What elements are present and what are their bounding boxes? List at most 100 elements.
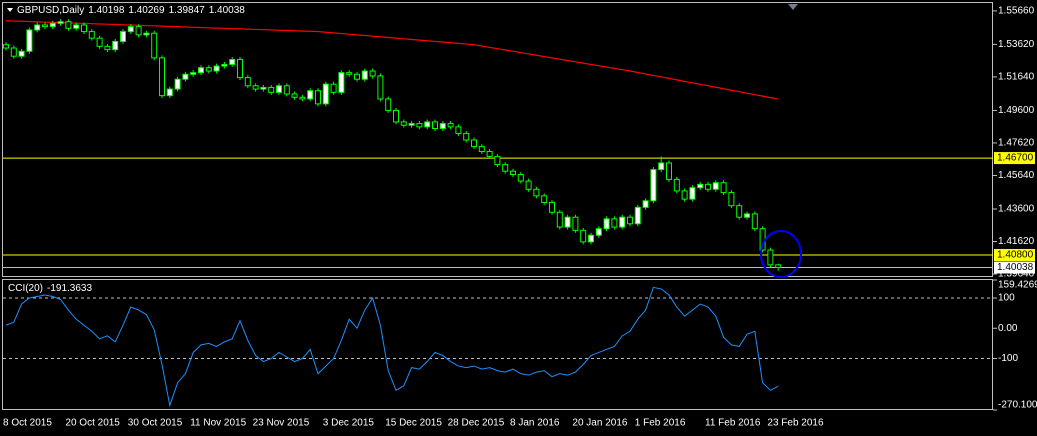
candle-body — [408, 123, 415, 126]
candle-body — [190, 72, 197, 75]
candle-body — [338, 72, 345, 93]
candle-body — [369, 70, 376, 77]
x-tick-label: 20 Jan 2016 — [572, 418, 627, 429]
candle-body — [744, 213, 750, 218]
candle-body — [81, 24, 87, 33]
x-tick-label: 3 Dec 2015 — [323, 418, 375, 429]
candle-body — [588, 234, 594, 243]
candle-body — [159, 57, 165, 97]
candle-body — [705, 183, 711, 190]
candle-body — [237, 59, 243, 79]
y-tick-label: 1.55660 — [998, 6, 1035, 17]
candle-body — [611, 218, 618, 228]
candle-body — [471, 139, 477, 148]
y-tick-label: 1.51640 — [998, 72, 1035, 83]
candle-body — [603, 218, 610, 230]
candle-body — [244, 77, 251, 87]
candle-body — [634, 206, 641, 225]
candle-body — [556, 211, 563, 228]
highlight-circle — [760, 230, 802, 278]
candle-body — [494, 155, 501, 166]
candle-body — [564, 216, 571, 228]
candle-body — [73, 24, 80, 29]
candle-body — [315, 90, 321, 105]
candle-body — [712, 182, 719, 190]
open-value: 1.40198 — [88, 5, 125, 16]
current-price-tag — [994, 261, 1035, 274]
candle-body — [354, 73, 360, 80]
level-tag — [994, 152, 1035, 165]
cci-title: CCI(20) — [8, 283, 43, 294]
candle-body — [393, 109, 399, 123]
candle-body — [463, 132, 470, 141]
candle-body — [205, 67, 212, 72]
candle-body — [182, 73, 189, 80]
candle-body — [642, 200, 649, 208]
candle-body — [541, 195, 548, 203]
y-tick-label: 0.00 — [998, 323, 1018, 334]
candle-body — [502, 164, 509, 172]
candle-body — [385, 98, 392, 111]
high-value: 1.40269 — [128, 5, 165, 16]
price-panel — [2, 2, 993, 277]
candle-body — [26, 29, 33, 52]
candle-body — [198, 67, 204, 74]
y-tick-label: 1.39640 — [998, 269, 1035, 280]
shift-marker[interactable] — [788, 4, 798, 10]
candle-body — [166, 88, 173, 97]
candle-body — [619, 216, 626, 228]
candle-body — [229, 59, 236, 65]
candle-body — [34, 24, 41, 31]
candle-body — [96, 37, 103, 47]
candle-body — [689, 187, 696, 200]
candle-body — [330, 83, 337, 93]
candle-body — [268, 86, 275, 93]
x-tick-label: 28 Dec 2015 — [448, 418, 505, 429]
candle-body — [416, 123, 423, 128]
candle-body — [213, 65, 220, 72]
x-tick-label: 11 Nov 2015 — [190, 418, 246, 429]
y-tick-label: 1.43600 — [998, 204, 1035, 215]
x-tick-label: 23 Feb 2016 — [767, 418, 824, 429]
candle-body — [525, 180, 532, 190]
y-tick-label: 159.4269 — [998, 280, 1037, 291]
candle-body — [291, 93, 298, 98]
candle-body — [112, 40, 119, 51]
candle-body — [283, 85, 290, 95]
candle-body — [549, 201, 555, 213]
candle-body — [517, 173, 524, 182]
candle-body — [673, 178, 680, 192]
candle-body — [377, 75, 384, 100]
candle-body — [767, 249, 774, 266]
menu-arrow[interactable] — [7, 8, 13, 12]
candle-body — [299, 96, 306, 100]
candle-body — [595, 228, 602, 236]
candle-body — [3, 44, 9, 49]
cci-value: -191.3633 — [47, 283, 92, 294]
cci-header: CCI(20) -191.3633 — [8, 283, 92, 294]
candle-body — [49, 22, 56, 28]
candle-body — [276, 85, 282, 93]
candle-body — [533, 188, 540, 197]
level-tag-label: 1.40800 — [997, 250, 1034, 261]
candle-body — [151, 32, 158, 59]
candle-body — [447, 123, 454, 128]
candle-body — [658, 162, 665, 171]
candle-body — [510, 170, 516, 175]
candle-body — [252, 85, 259, 90]
y-tick-label: 1.47620 — [998, 138, 1035, 149]
level-tag — [994, 248, 1035, 261]
x-tick-label: 15 Dec 2015 — [385, 418, 442, 429]
candle-body — [432, 121, 438, 130]
candle-body — [424, 121, 431, 128]
x-tick-label: 20 Oct 2015 — [65, 418, 120, 429]
candle-body — [486, 150, 493, 157]
candle-body — [42, 24, 48, 28]
candle-body — [751, 213, 758, 230]
candle-body — [736, 205, 743, 218]
candle-body — [57, 21, 64, 24]
low-value: 1.39847 — [169, 5, 206, 16]
